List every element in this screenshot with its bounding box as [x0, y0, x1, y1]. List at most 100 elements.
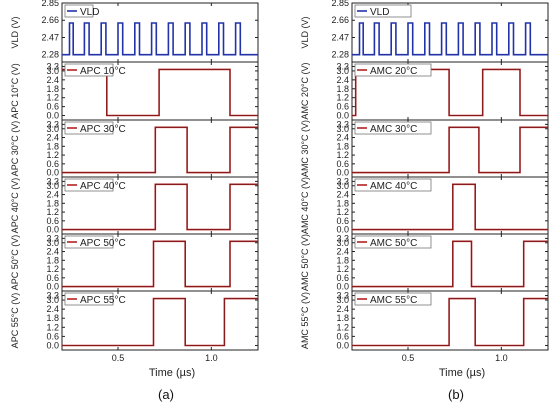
- legend-label: AMC 50°C: [370, 238, 417, 249]
- panel-label: (a): [158, 387, 174, 402]
- subplot-frame: [351, 290, 549, 351]
- y-tick-label: 0.6: [336, 159, 349, 169]
- y-tick-label: 3.3: [336, 119, 349, 129]
- series-line-1: [62, 126, 258, 174]
- y-tick-label: 1.2: [336, 207, 349, 217]
- legend: APC 10°C: [64, 63, 126, 77]
- series-line-1: [62, 183, 258, 231]
- y-tick-label: 2.4: [336, 75, 349, 85]
- y-tick-label: 2.4: [46, 247, 59, 257]
- y-tick-label: 0.0: [336, 225, 349, 235]
- y-tick-label: 1.2: [336, 322, 349, 332]
- legend-box: [354, 178, 432, 192]
- y-tick-label: 3.0: [336, 238, 349, 248]
- legend: AMC 20°C: [354, 63, 432, 77]
- legend-label: APC 10°C: [80, 66, 126, 77]
- y-tick-label: 0.6: [46, 331, 59, 341]
- legend-box: [64, 235, 114, 249]
- y-tick-label: 0.6: [46, 102, 59, 112]
- series-line-0: [62, 22, 258, 56]
- legend-label: APC 50°C: [80, 238, 126, 249]
- legend: APC 55°C: [64, 292, 126, 306]
- series-line-1: [352, 183, 548, 231]
- y-tick-label: 0.6: [336, 273, 349, 283]
- series-line-1: [62, 298, 258, 346]
- x-tick-label: 0.5: [112, 353, 125, 363]
- series-line-1: [352, 69, 548, 116]
- legend: VLD: [354, 4, 412, 18]
- y-tick-label: 2.4: [46, 133, 59, 143]
- panel-label: (b): [448, 387, 464, 402]
- y-tick-label: 2.4: [336, 304, 349, 314]
- y-tick-label: 1.2: [336, 93, 349, 103]
- y-tick-label: 1.2: [46, 93, 59, 103]
- subplot-4: 0.00.61.21.82.43.03.3 AMC 50°C (V) AMC 50°…: [300, 233, 549, 292]
- x-axis-label: Time (µs): [439, 367, 485, 379]
- series-line-1: [62, 69, 258, 116]
- legend-box: [354, 292, 432, 306]
- subplot-1: 0.00.61.21.82.43.03.3 APC 10°C (V) APC 10°…: [10, 61, 259, 121]
- y-tick-label: 2.4: [46, 304, 59, 314]
- y-axis-label: AMC 20°C (V): [300, 62, 310, 119]
- y-tick-label: 1.8: [46, 255, 59, 265]
- x-tick-label: 1.0: [205, 353, 218, 363]
- y-axis-label: AMC 55°C (V): [300, 292, 310, 349]
- y-tick-label: 0.0: [46, 111, 59, 121]
- x-axis-label: Time (µs): [149, 367, 195, 379]
- subplot-2: 0.00.61.21.82.43.03.3 AMC 30°C (V) AMC 30°…: [300, 119, 549, 178]
- y-tick-label: 1.8: [46, 313, 59, 323]
- y-tick-label: 1.8: [46, 141, 59, 151]
- legend: APC 40°C: [64, 178, 126, 192]
- subplot-3: 0.00.61.21.82.43.03.3 AMC 40°C (V) AMC 40°…: [300, 176, 549, 235]
- y-tick-label: 0.6: [46, 216, 59, 226]
- y-tick-label: 0.0: [336, 340, 349, 350]
- legend-label: VLD: [370, 7, 389, 18]
- y-tick-label: 3.3: [336, 61, 349, 71]
- y-tick-label: 3.0: [46, 66, 59, 76]
- y-tick-label: 1.8: [336, 255, 349, 265]
- y-axis-label: APC 50°C (V): [10, 235, 20, 291]
- legend-label: APC 55°C: [80, 295, 126, 306]
- subplot-frame: [61, 290, 259, 351]
- y-tick-label: 1.8: [336, 141, 349, 151]
- y-tick-label: 3.0: [46, 238, 59, 248]
- y-tick-label: 3.3: [46, 61, 59, 71]
- y-tick-label: 0.6: [46, 273, 59, 283]
- legend-label: AMC 40°C: [370, 181, 417, 192]
- subplot-2: 0.00.61.21.82.43.03.3 APC 30°C (V) APC 30°…: [10, 119, 259, 178]
- legend-label: AMC 30°C: [370, 124, 417, 135]
- y-tick-label: 0.0: [336, 282, 349, 292]
- subplot-0: 2.28 2.47 2.66 2.85 VLD (V) VLD: [300, 0, 549, 63]
- legend-box: [64, 4, 94, 18]
- legend: AMC 55°C: [354, 292, 432, 306]
- y-tick-label: 2.66: [41, 15, 59, 25]
- subplot-0: 2.28 2.47 2.66 2.85 VLD (V) VLD: [10, 0, 259, 63]
- y-axis-label: APC 40°C (V): [10, 178, 20, 234]
- y-tick-label: 2.47: [41, 32, 59, 42]
- y-tick-label: 0.0: [46, 168, 59, 178]
- y-tick-label: 0.0: [46, 282, 59, 292]
- y-axis-label: AMC 30°C (V): [300, 120, 310, 177]
- legend-label: APC 30°C: [80, 124, 126, 135]
- subplot-1: 0.00.61.21.82.43.03.3 AMC 20°C (V) AMC 20°…: [300, 61, 549, 121]
- y-tick-label: 0.0: [46, 340, 59, 350]
- legend-box: [64, 178, 114, 192]
- legend: AMC 40°C: [354, 178, 432, 192]
- legend-label: VLD: [80, 7, 99, 18]
- y-tick-label: 2.85: [41, 0, 59, 8]
- y-tick-label: 2.4: [336, 133, 349, 143]
- y-tick-label: 2.28: [41, 50, 59, 60]
- legend-box: [354, 63, 432, 77]
- subplot-5: 0.00.61.21.82.43.03.3 AMC 55°C (V) AMC 55°…: [300, 290, 549, 351]
- series-line-1: [62, 240, 258, 288]
- series-line-1: [352, 298, 548, 346]
- y-tick-label: 3.0: [46, 124, 59, 134]
- legend-box: [354, 121, 432, 135]
- legend-label: AMC 20°C: [370, 66, 417, 77]
- legend: VLD: [64, 4, 99, 18]
- y-tick-label: 0.6: [336, 331, 349, 341]
- y-tick-label: 3.3: [46, 119, 59, 129]
- y-tick-label: 2.85: [331, 0, 349, 8]
- y-axis-label: APC 30°C (V): [10, 121, 20, 177]
